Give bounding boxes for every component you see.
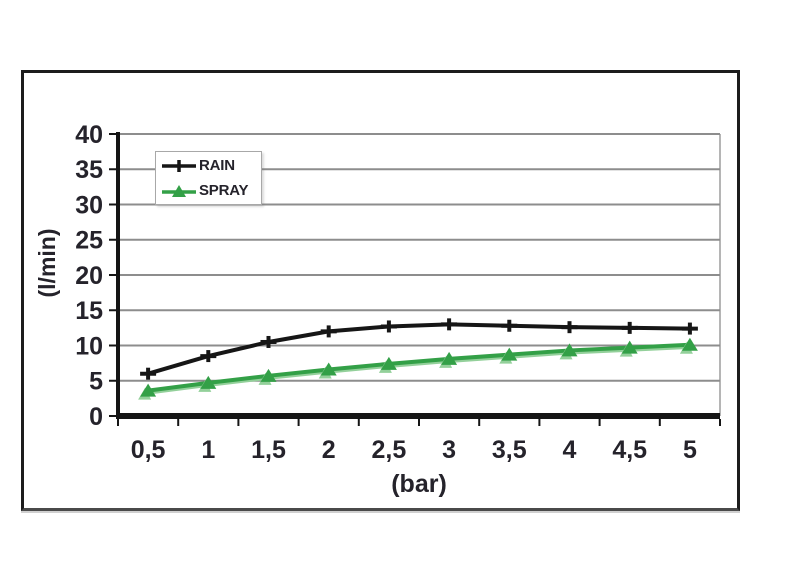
y-tick-label: 15 <box>75 297 103 325</box>
legend-item-rain: RAIN <box>161 155 261 177</box>
x-tick-label: 5 <box>683 436 697 464</box>
y-tick-label: 5 <box>89 368 103 396</box>
x-tick-label: 4,5 <box>612 436 647 464</box>
x-tick-label: 0,5 <box>131 436 166 464</box>
y-axis-title: (l/min) <box>34 228 60 298</box>
rain-series-marker-icon <box>162 159 196 172</box>
y-tick-label: 10 <box>75 332 103 360</box>
chart-frame: 0 5 10 15 20 25 30 35 40 0,5 1 1,5 2 2,5 3 3,5 4 4,5 5 RAI… <box>21 70 740 511</box>
line-chart-plot: 0 5 10 15 20 25 30 35 40 0,5 1 1,5 2 2,5 3 3,5 4 4,5 5 <box>75 121 721 464</box>
legend-label-rain: RAIN <box>199 157 235 174</box>
y-tick-label: 0 <box>89 403 103 431</box>
x-tick-label: 3,5 <box>492 436 527 464</box>
spray-series-marker-icon <box>162 184 196 197</box>
y-tick-label: 35 <box>75 156 103 184</box>
y-tick-label: 40 <box>75 121 103 149</box>
x-axis-title: (bar) <box>391 470 447 498</box>
legend-label-spray: SPRAY <box>199 182 249 199</box>
y-tick-label: 25 <box>75 227 103 255</box>
x-tick-label: 2,5 <box>372 436 407 464</box>
x-tick-label: 1,5 <box>251 436 286 464</box>
x-tick-label: 2 <box>322 436 336 464</box>
x-tick-label: 3 <box>442 436 456 464</box>
x-tick-label: 4 <box>563 436 577 464</box>
chart-legend: RAIN SPRAY <box>155 151 262 205</box>
legend-item-spray: SPRAY <box>161 180 261 202</box>
spray-series-line <box>147 342 690 393</box>
y-tick-label: 30 <box>75 191 103 219</box>
x-tick-label: 1 <box>201 436 215 464</box>
y-tick-label: 20 <box>75 262 103 290</box>
rain-series-line <box>147 322 690 376</box>
